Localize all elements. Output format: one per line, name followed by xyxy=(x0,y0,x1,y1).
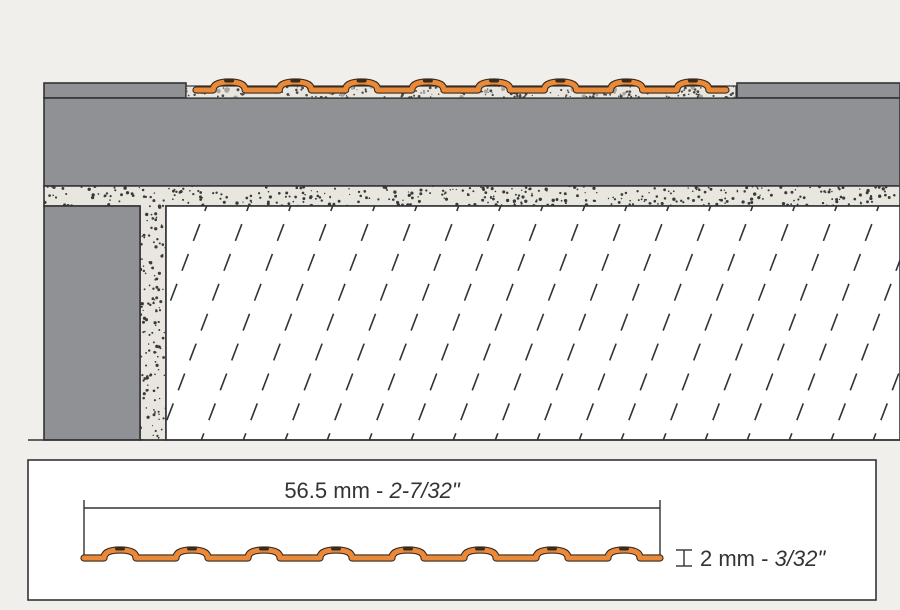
height-mm: 2 mm xyxy=(700,546,755,571)
right-tile-raised xyxy=(737,83,900,98)
left-tile-raised xyxy=(44,83,186,98)
width-mm: 56.5 mm xyxy=(284,478,370,503)
height-label: 2 mm - 3/32" xyxy=(700,546,826,571)
diagram-svg: 56.5 mm - 2-7/32" 2 mm - 3/32" xyxy=(0,0,900,610)
diagram-canvas: 56.5 mm - 2-7/32" 2 mm - 3/32" xyxy=(0,0,900,610)
left-pier xyxy=(44,206,140,440)
width-label: 56.5 mm - 2-7/32" xyxy=(284,478,461,503)
width-in: 2-7/32" xyxy=(388,478,460,503)
cross-section xyxy=(0,79,900,481)
height-in: 3/32" xyxy=(775,546,827,571)
tile-slab xyxy=(44,98,900,186)
dimension-panel: 56.5 mm - 2-7/32" 2 mm - 3/32" xyxy=(28,460,876,600)
